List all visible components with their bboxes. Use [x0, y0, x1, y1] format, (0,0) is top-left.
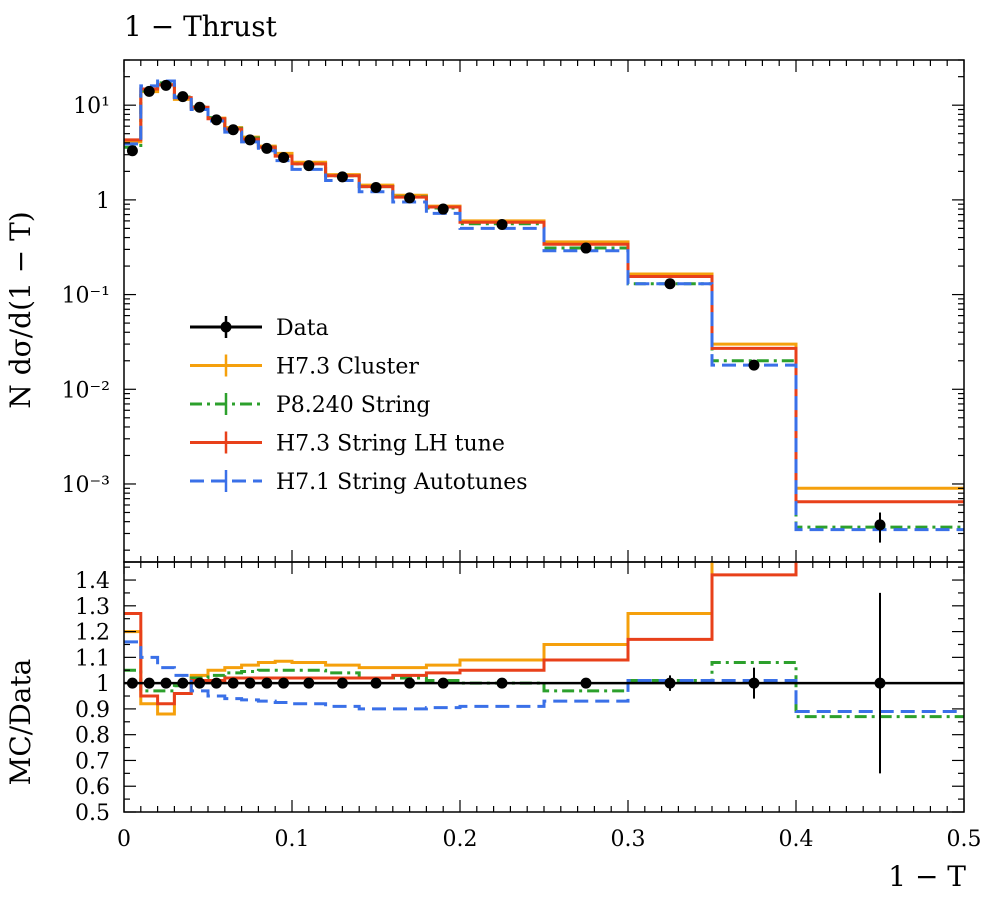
ratio-data-point	[160, 677, 172, 689]
ratio-data-point	[244, 677, 256, 689]
legend-label: Data	[276, 316, 329, 341]
data-point	[580, 242, 592, 254]
ratio-data-point	[580, 677, 592, 689]
ratio-y-tick-label: 1.4	[75, 569, 110, 594]
x-axis-label: 1 − T	[888, 860, 966, 893]
ratio-data-point	[370, 677, 382, 689]
ratio-data-point	[404, 677, 416, 689]
data-point	[143, 85, 155, 97]
ratio-data-point	[664, 677, 676, 689]
main-panel: 10¹ 1 10⁻¹ 10⁻² 10⁻³	[62, 59, 965, 812]
legend-swatch-marker	[220, 321, 232, 333]
main-y-tick-label: 10⁻²	[62, 378, 110, 403]
ratio-data-point	[278, 677, 290, 689]
ratio-y-tick-label: 0.7	[75, 749, 110, 774]
ratio-data-point	[496, 677, 508, 689]
x-tick-label: 0.4	[779, 827, 814, 852]
ratio-data-point	[194, 677, 206, 689]
data-point	[194, 101, 206, 113]
legend-item-data: Data	[190, 316, 329, 341]
data-point	[664, 278, 676, 290]
ratio-line-h7-3-cluster	[124, 562, 714, 716]
legend: Data H7.3 Cluster P8.240 String H7.3 String…	[190, 316, 528, 495]
main-plot-area	[124, 79, 964, 543]
main-y-tick-label: 10⁻¹	[62, 284, 110, 309]
ratio-data-point	[177, 677, 189, 689]
main-y-tick-label: 1	[96, 189, 110, 214]
legend-item-p8-240-string: P8.240 String	[190, 393, 431, 418]
ratio-y-tick-label: 1.1	[75, 646, 110, 671]
main-y-tick-label: 10¹	[73, 94, 110, 119]
data-point	[874, 519, 886, 531]
data-point	[496, 218, 508, 230]
legend-item-h7-1-string-autotunes: H7.1 String Autotunes	[190, 470, 528, 495]
x-tick-label: 0.1	[275, 827, 310, 852]
main-y-axis-label: N dσ/d(1 − T)	[4, 211, 37, 408]
ratio-data-point	[261, 677, 273, 689]
series-line-p8-240-string	[124, 81, 964, 529]
data-point	[126, 145, 138, 157]
data-point	[404, 192, 416, 204]
legend-label: H7.1 String Autotunes	[276, 470, 528, 495]
ratio-data-point	[303, 677, 315, 689]
ratio-y-axis-label: MC/Data	[4, 659, 37, 786]
data-point	[336, 171, 348, 183]
data-point	[748, 359, 760, 371]
legend-label: H7.3 Cluster	[276, 355, 419, 380]
data-point	[278, 152, 290, 164]
ratio-panel: 0 0.1 0.2 0.3 0.4 0.50.50.60.70.80.911.11.21.…	[75, 561, 982, 852]
legend-item-h7-3-cluster: H7.3 Cluster	[190, 354, 419, 380]
data-point	[177, 91, 189, 103]
x-tick-label: 0.3	[611, 827, 646, 852]
data-point	[437, 203, 449, 215]
main-y-tick-label: 10⁻³	[62, 473, 110, 498]
legend-label: P8.240 String	[276, 393, 431, 418]
data-point	[303, 160, 315, 172]
ratio-data-point	[336, 677, 348, 689]
data-point	[160, 79, 172, 91]
x-tick-label: 0.5	[947, 827, 982, 852]
ratio-y-tick-label: 0.5	[75, 801, 110, 826]
ratio-data-point	[227, 677, 239, 689]
series-line-h7-1-string-autotunes	[124, 79, 964, 532]
data-point	[261, 142, 273, 154]
data-point	[210, 114, 222, 126]
data-point	[244, 134, 256, 146]
ratio-frame	[123, 561, 965, 813]
ratio-line-h7-3-string-lh-tune	[124, 562, 798, 706]
ratio-y-tick-label: 0.8	[75, 724, 110, 749]
data-point	[227, 124, 239, 136]
ratio-data-point	[437, 677, 449, 689]
legend-label: H7.3 String LH tune	[276, 432, 505, 457]
ratio-plot-area	[124, 562, 964, 774]
data-point	[370, 182, 382, 194]
ratio-y-tick-label: 1.3	[75, 595, 110, 620]
x-tick-label: 0.2	[443, 827, 478, 852]
series-line-h7-3-string-lh-tune	[124, 83, 964, 504]
x-tick-label: 0	[117, 827, 131, 852]
ratio-y-tick-label: 0.9	[75, 698, 110, 723]
ratio-y-tick-label: 1.2	[75, 621, 110, 646]
chart-title: 1 − Thrust	[124, 10, 278, 43]
ratio-data-point	[143, 677, 155, 689]
ratio-data-point	[748, 677, 760, 689]
ratio-data-point	[210, 677, 222, 689]
legend-item-h7-3-string-lh-tune: H7.3 String LH tune	[190, 431, 505, 457]
ratio-data-point	[874, 677, 886, 689]
ratio-y-tick-label: 0.6	[75, 775, 110, 800]
ratio-y-tick-label: 1	[96, 672, 110, 697]
ratio-line-h7-1-string-autotunes	[124, 640, 964, 713]
